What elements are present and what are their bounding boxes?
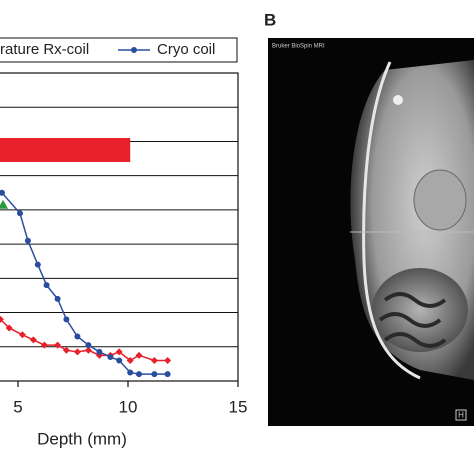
cerebellum	[372, 268, 468, 352]
legend-marker	[131, 47, 137, 53]
data-point	[74, 333, 81, 340]
x-axis-label: Depth (mm)	[37, 429, 127, 448]
plot-frame	[0, 72, 239, 382]
series-line	[0, 318, 168, 362]
data-point	[43, 282, 50, 289]
data-point	[135, 351, 143, 359]
image-header: Bruker BioSpin MRI	[272, 44, 325, 50]
data-point	[151, 371, 158, 378]
folia	[378, 292, 447, 348]
data-point	[116, 357, 123, 364]
data-point	[136, 371, 142, 378]
panel-b: B Bruker BioSpin MRI H	[264, 10, 474, 426]
data-point	[54, 295, 61, 302]
orientation-box	[455, 409, 467, 421]
data-point	[107, 354, 114, 361]
x-tick-label: 15	[229, 397, 248, 416]
data-point	[84, 346, 92, 354]
data-point	[24, 237, 31, 244]
coil-edge	[362, 61, 421, 380]
data-point	[126, 356, 134, 364]
data-point	[63, 316, 70, 323]
data-point	[0, 199, 9, 209]
legend-label: rature Rx-coil	[0, 41, 89, 58]
data-point	[127, 369, 134, 376]
marker-dot	[393, 95, 403, 105]
data-point	[0, 315, 4, 323]
data-point	[16, 210, 23, 217]
data-point	[40, 341, 48, 349]
legend-label: Cryo coil	[157, 41, 215, 58]
x-tick-label: 5	[13, 397, 22, 416]
data-point	[62, 346, 70, 354]
data-point	[85, 342, 92, 349]
data-point	[34, 261, 41, 268]
series-line	[1, 192, 168, 375]
data-point	[96, 348, 103, 355]
structure	[413, 169, 467, 231]
data-point	[5, 324, 13, 332]
data-point	[0, 189, 5, 196]
data-point	[18, 331, 26, 339]
data-point	[150, 356, 158, 364]
data-point	[164, 356, 172, 364]
data-point	[164, 371, 171, 378]
range-bar	[0, 138, 131, 162]
data-point	[54, 341, 62, 349]
data-point	[73, 348, 81, 356]
data-point	[115, 348, 123, 356]
panel-label: B	[264, 10, 276, 29]
orientation-label: H	[458, 411, 464, 420]
x-tick-label: 10	[119, 397, 138, 416]
data-point	[29, 336, 37, 344]
